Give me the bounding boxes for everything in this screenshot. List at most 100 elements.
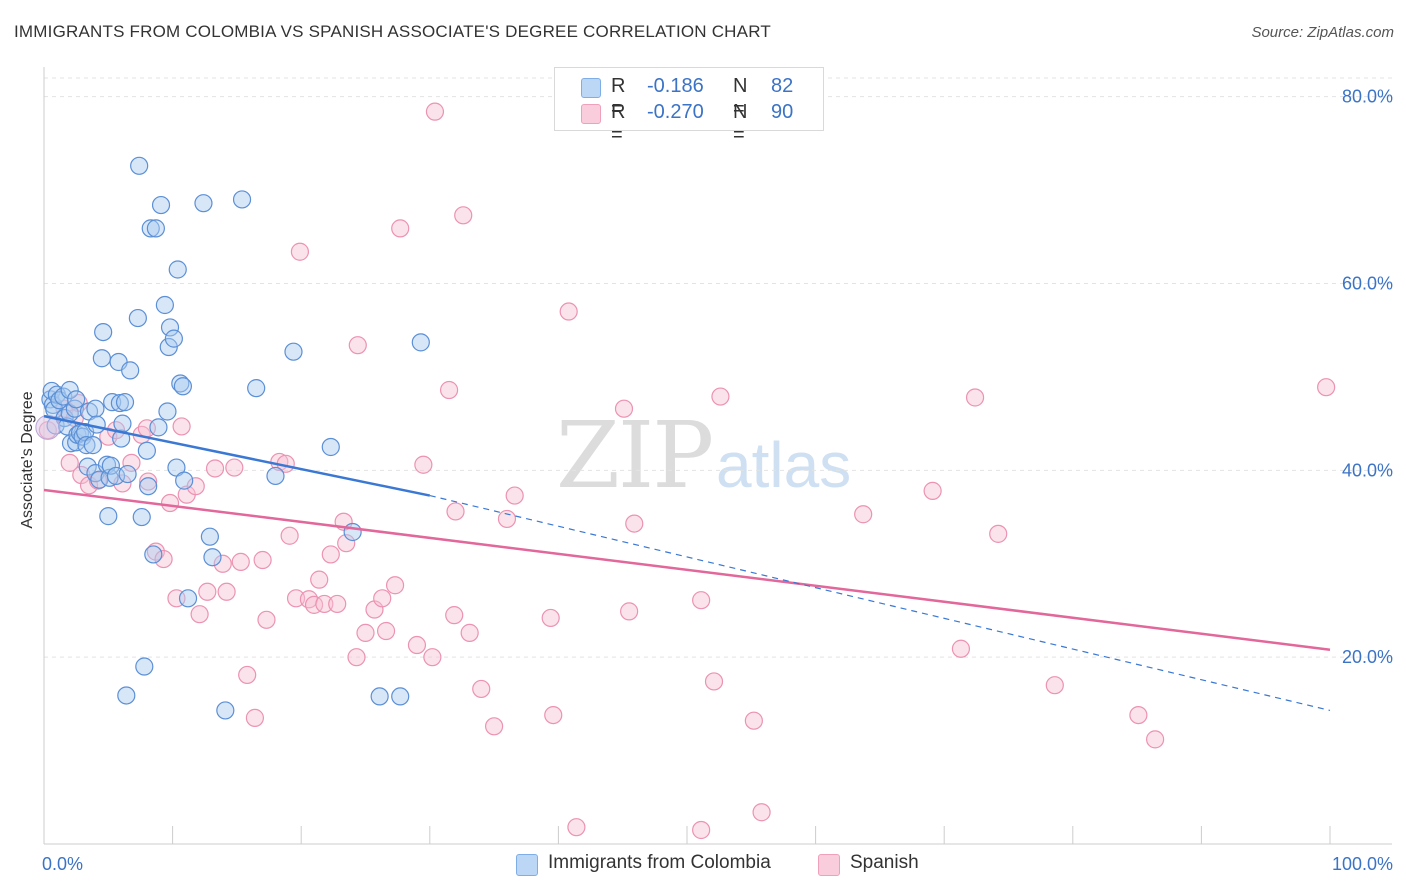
x-tick-label: 0.0% [42, 854, 83, 874]
spanish-point [257, 610, 276, 629]
colombia-point [67, 390, 86, 409]
spanish-point [186, 477, 205, 496]
chart-source: Source: ZipAtlas.com [1251, 24, 1394, 41]
colombia-point [94, 322, 113, 342]
legend-n-label: N = [733, 101, 748, 146]
tick-labels: 20.0% 40.0% 60.0% 80.0% 0.0% 100.0% [42, 87, 1393, 874]
colombia-point [77, 436, 96, 455]
spanish-point [425, 102, 445, 121]
colombia-point [178, 589, 198, 608]
spanish-point [356, 623, 375, 642]
spanish-point [290, 242, 310, 261]
spanish-point [1146, 730, 1165, 749]
spanish-point [541, 608, 560, 628]
colombia-point [164, 329, 183, 348]
spanish-point [213, 554, 232, 573]
spanish-point [752, 803, 771, 822]
y-tick-label: 20.0% [1342, 647, 1393, 667]
colombia-point [106, 466, 126, 486]
spanish-point [373, 589, 392, 608]
colombia-point [146, 219, 165, 238]
spanish-point [280, 526, 299, 545]
trend-lines [43, 414, 1331, 712]
colombia-point [112, 429, 131, 448]
spanish-point [625, 514, 644, 533]
colombia-point [284, 342, 303, 361]
legend-swatch-spanish [581, 104, 601, 124]
colombia-point [247, 379, 266, 398]
spanish-point [225, 458, 244, 477]
spanish-point [245, 708, 265, 727]
spanish-point [385, 576, 405, 595]
spanish-point [692, 591, 711, 610]
spanish-point [60, 453, 79, 472]
spanish-point [190, 605, 209, 624]
colombia-point [115, 393, 135, 412]
bottom-legend-label-colombia: Immigrants from Colombia [548, 852, 771, 873]
bottom-legend-label-spanish: Spanish [850, 852, 919, 873]
y-tick-label: 40.0% [1342, 460, 1393, 480]
spanish-point [854, 505, 873, 524]
y-tick-label: 80.0% [1342, 87, 1393, 107]
spanish-point [146, 542, 165, 561]
spanish-point [692, 820, 711, 840]
spanish-point [559, 302, 578, 321]
spanish-point [328, 594, 347, 614]
legend-n-value: 82 [771, 75, 794, 97]
spanish-point [989, 524, 1008, 543]
colombia-point [60, 380, 79, 400]
spanish-point [454, 206, 473, 225]
legend-r-value: -0.186 [647, 75, 704, 97]
y-tick-label: 60.0% [1342, 274, 1393, 294]
spanish-point [310, 570, 329, 589]
colombia-point [141, 219, 160, 238]
spanish-point [160, 493, 180, 513]
colombia-point [128, 308, 147, 328]
colombia-point [391, 687, 410, 706]
colombia-point [86, 399, 105, 418]
colombia-point [83, 436, 102, 455]
correlation-legend: R = -0.186 N = 82 R = -0.270 N = 90 [554, 67, 824, 146]
spanish-point [1129, 705, 1148, 725]
spanish-point [614, 399, 634, 418]
spanish-point [376, 621, 396, 641]
spanish-point [414, 455, 433, 474]
colombia-point [194, 194, 213, 213]
colombia-point [135, 657, 154, 676]
colombia-point [139, 477, 158, 496]
spanish-point [1317, 378, 1336, 397]
colombia-point [149, 418, 168, 437]
spanish-point [286, 589, 306, 608]
spanish-point [567, 818, 586, 837]
spanish-point [439, 380, 459, 400]
colombia-point [155, 295, 174, 315]
colombia-point [411, 333, 430, 352]
spanish-point [122, 453, 141, 472]
colombia-point [343, 522, 362, 542]
legend-n-value: 90 [771, 101, 794, 123]
spanish-point [472, 679, 491, 699]
colombia-point [203, 548, 222, 567]
watermark-zip: ZIP [556, 402, 714, 509]
spanish-point [205, 459, 225, 478]
spanish-point [321, 545, 340, 564]
colombia-point [101, 456, 120, 475]
colombia-point [113, 414, 132, 433]
colombia-point [121, 361, 140, 380]
colombia-point [151, 195, 171, 215]
bottom-legend-swatch-spanish [818, 854, 840, 876]
spanish-point [172, 417, 191, 436]
spanish-point [923, 481, 942, 500]
colombia-point [65, 399, 84, 418]
spanish-point [347, 648, 366, 667]
colombia-point [130, 156, 149, 175]
spanish-point [445, 606, 464, 625]
grid-lines [44, 77, 1392, 658]
spanish-point [253, 550, 272, 570]
legend-n-label: N = [733, 75, 748, 120]
spanish-point [139, 472, 158, 491]
colombia-point [175, 471, 194, 490]
colombia-point [173, 377, 192, 396]
spanish-point [965, 388, 985, 407]
